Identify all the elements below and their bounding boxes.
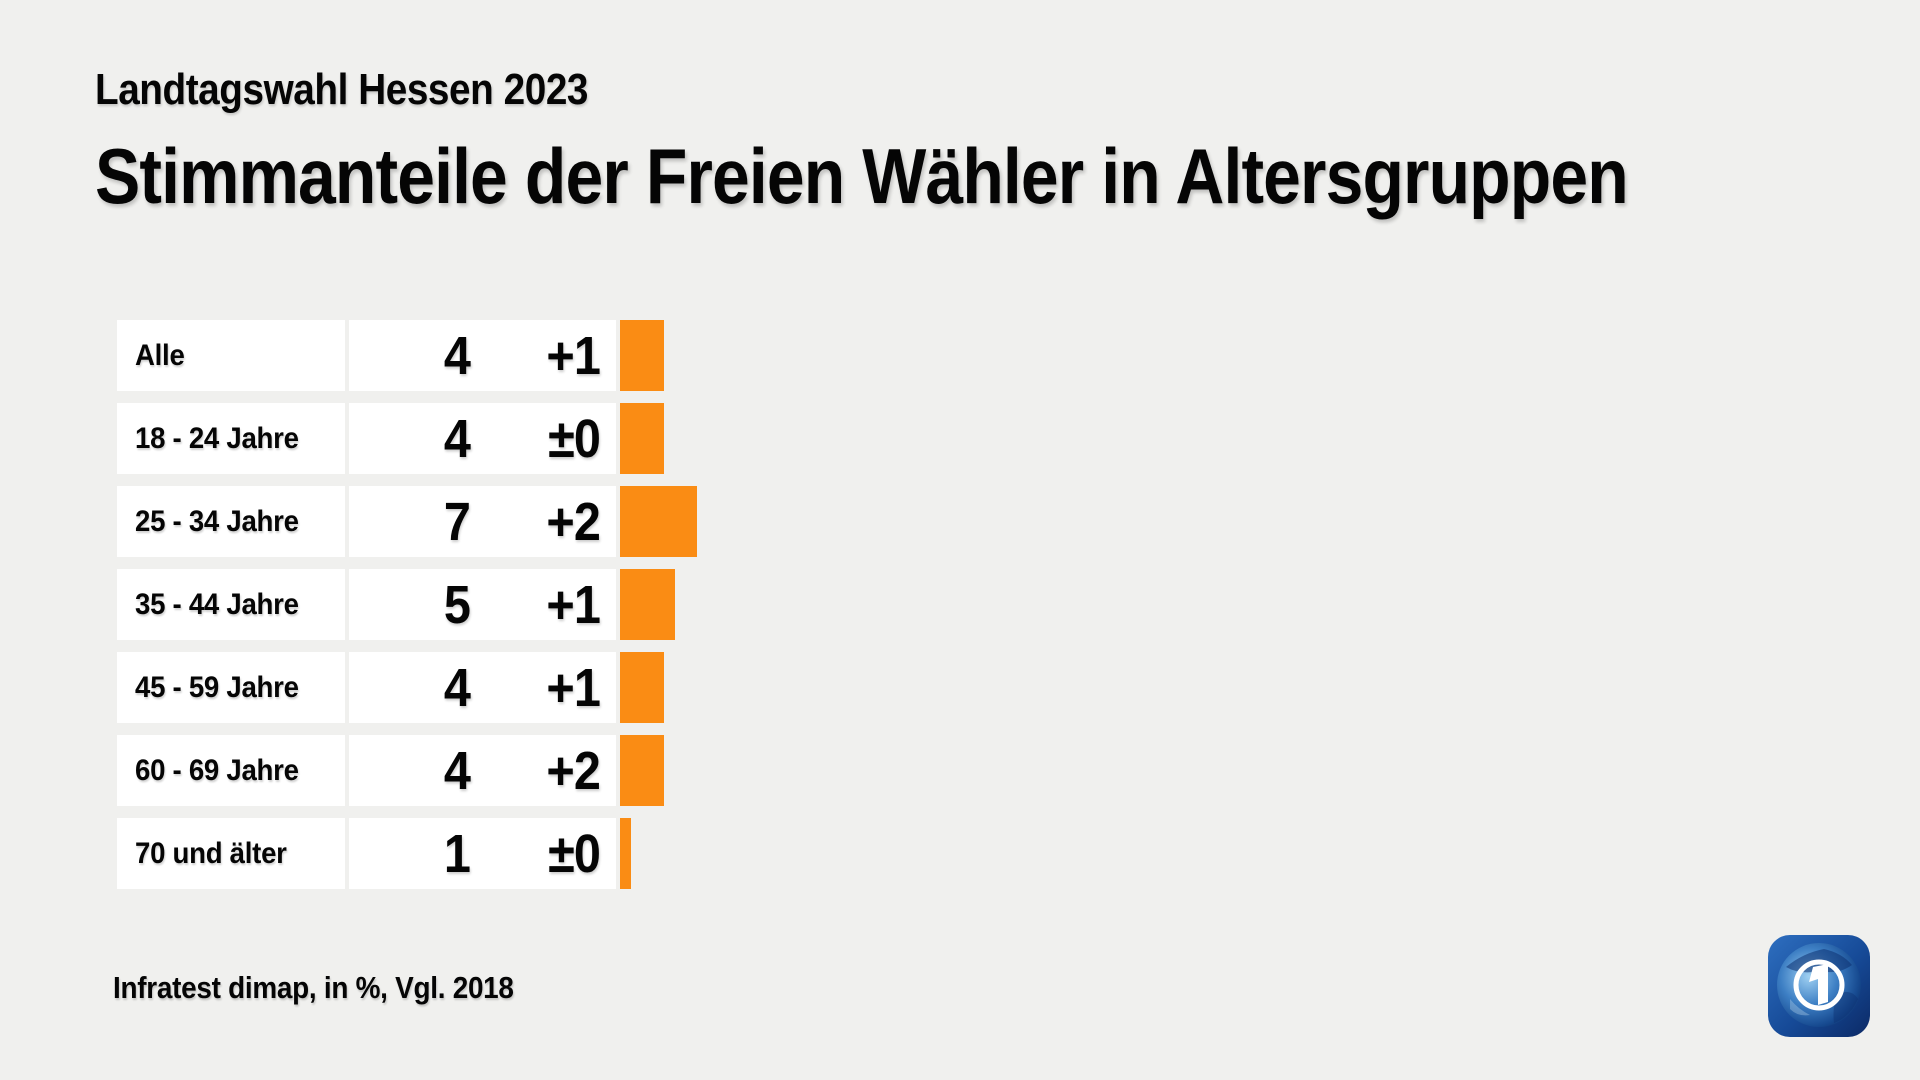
row-label-cell: 60 - 69 Jahre — [117, 735, 345, 806]
table-row: 70 und älter 1 ±0 — [117, 818, 697, 889]
bar — [620, 403, 664, 474]
bar — [620, 818, 631, 889]
row-label: 60 - 69 Jahre — [135, 753, 299, 787]
row-change: +2 — [546, 491, 601, 552]
row-label-cell: 35 - 44 Jahre — [117, 569, 345, 640]
row-change: ±0 — [548, 408, 601, 469]
source-note: Infratest dimap, in %, Vgl. 2018 — [113, 970, 514, 1005]
table-row: 35 - 44 Jahre 5 +1 — [117, 569, 697, 640]
row-value: 4 — [443, 740, 471, 801]
row-label-cell: 45 - 59 Jahre — [117, 652, 345, 723]
age-group-table: Alle 4 +1 18 - 24 Jahre 4 ±0 25 - 34 Jah… — [117, 320, 697, 901]
ard-tagesschau-logo-icon — [1768, 935, 1870, 1037]
table-row: 45 - 59 Jahre 4 +1 — [117, 652, 697, 723]
row-value: 7 — [443, 491, 471, 552]
row-change: +1 — [546, 574, 601, 635]
bar — [620, 569, 675, 640]
row-value: 4 — [443, 657, 471, 718]
row-value: 4 — [443, 408, 471, 469]
row-values-cell: 4 +1 — [349, 652, 616, 723]
row-value: 1 — [443, 823, 471, 884]
table-row: 60 - 69 Jahre 4 +2 — [117, 735, 697, 806]
table-row: 18 - 24 Jahre 4 ±0 — [117, 403, 697, 474]
row-change: +2 — [546, 740, 601, 801]
table-row: Alle 4 +1 — [117, 320, 697, 391]
row-change: +1 — [546, 325, 601, 386]
row-value: 4 — [443, 325, 471, 386]
row-label-cell: 70 und älter — [117, 818, 345, 889]
row-change: ±0 — [548, 823, 601, 884]
row-label-cell: Alle — [117, 320, 345, 391]
bar — [620, 320, 664, 391]
row-label: 18 - 24 Jahre — [135, 421, 299, 455]
row-change: +1 — [546, 657, 601, 718]
row-label: 35 - 44 Jahre — [135, 587, 299, 621]
row-label: 25 - 34 Jahre — [135, 504, 299, 538]
row-values-cell: 4 ±0 — [349, 403, 616, 474]
chart-title: Stimmanteile der Freien Wähler in Alters… — [95, 132, 1629, 220]
row-label: 70 und älter — [135, 836, 287, 870]
row-values-cell: 1 ±0 — [349, 818, 616, 889]
row-values-cell: 7 +2 — [349, 486, 616, 557]
row-label-cell: 18 - 24 Jahre — [117, 403, 345, 474]
row-label-cell: 25 - 34 Jahre — [117, 486, 345, 557]
row-label: 45 - 59 Jahre — [135, 670, 299, 704]
row-values-cell: 5 +1 — [349, 569, 616, 640]
row-label: Alle — [135, 338, 185, 372]
row-value: 5 — [443, 574, 471, 635]
table-row: 25 - 34 Jahre 7 +2 — [117, 486, 697, 557]
bar — [620, 735, 664, 806]
bar — [620, 652, 664, 723]
chart-subtitle: Landtagswahl Hessen 2023 — [95, 65, 589, 114]
row-values-cell: 4 +1 — [349, 320, 616, 391]
row-values-cell: 4 +2 — [349, 735, 616, 806]
bar — [620, 486, 697, 557]
